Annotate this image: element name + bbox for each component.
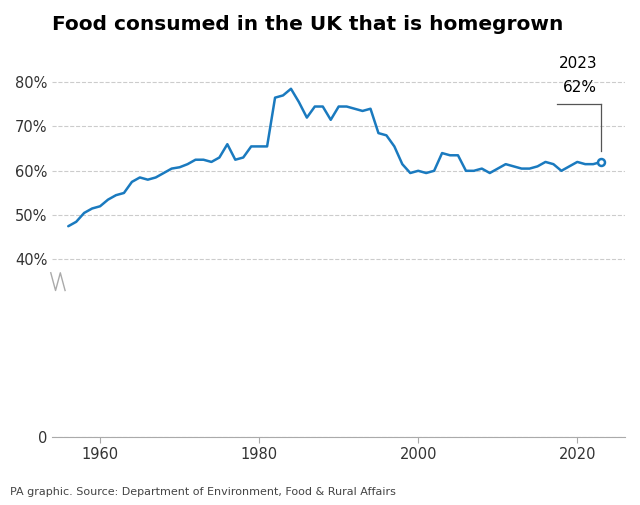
Text: 62%: 62% [563,80,597,95]
Text: PA graphic. Source: Department of Environment, Food & Rural Affairs: PA graphic. Source: Department of Enviro… [10,487,396,497]
Text: Food consumed in the UK that is homegrown: Food consumed in the UK that is homegrow… [52,15,564,34]
Text: 2023: 2023 [559,56,597,71]
